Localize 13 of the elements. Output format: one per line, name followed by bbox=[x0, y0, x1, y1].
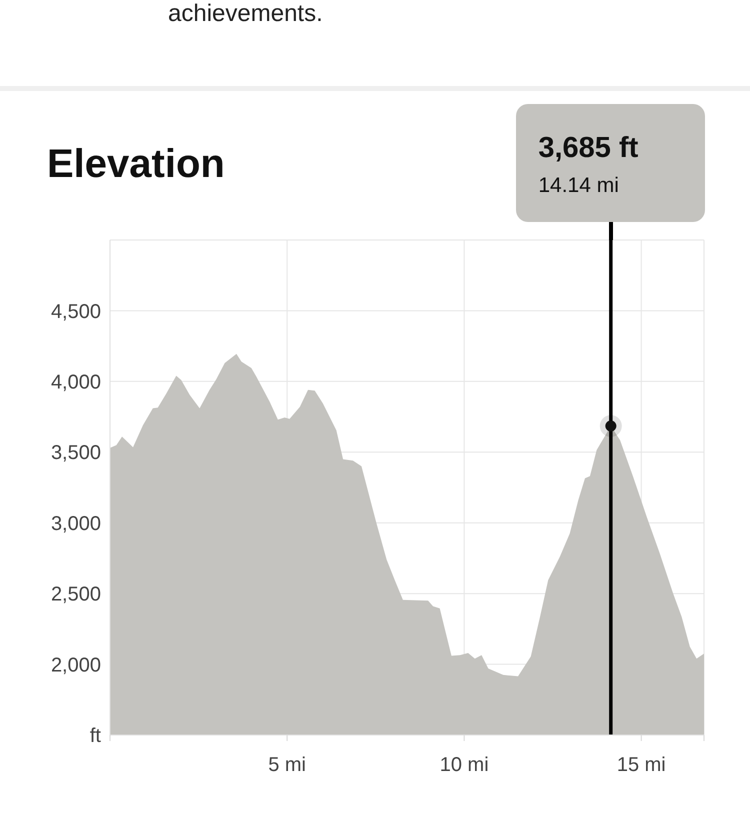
y-tick-label: 3,000 bbox=[50, 512, 101, 535]
x-tick-label: 15 mi bbox=[616, 754, 666, 776]
x-tick-label: 5 mi bbox=[268, 754, 306, 776]
x-tick-label: 10 mi bbox=[440, 754, 489, 776]
y-tick-label: 4,500 bbox=[50, 300, 101, 323]
y-tick-label: 4,000 bbox=[50, 372, 101, 394]
chart-title: Elevation bbox=[47, 142, 225, 186]
y-tick-label: 2,000 bbox=[50, 654, 101, 676]
y-tick-label: 3,500 bbox=[50, 442, 101, 464]
tooltip-callout: 3,685 ft 14.14 mi bbox=[516, 104, 706, 240]
text: achievements. bbox=[168, 0, 323, 28]
y-tick-label: ft bbox=[90, 725, 102, 748]
y-tick-label: 2,500 bbox=[50, 584, 101, 606]
